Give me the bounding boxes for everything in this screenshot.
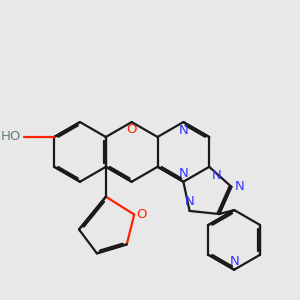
Text: O: O xyxy=(136,208,147,221)
Text: O: O xyxy=(126,123,137,136)
Text: N: N xyxy=(212,169,221,182)
Text: N: N xyxy=(178,124,188,137)
Text: HO: HO xyxy=(1,130,21,143)
Text: N: N xyxy=(185,195,194,208)
Text: N: N xyxy=(178,167,188,180)
Text: N: N xyxy=(235,180,244,193)
Text: N: N xyxy=(229,254,239,268)
